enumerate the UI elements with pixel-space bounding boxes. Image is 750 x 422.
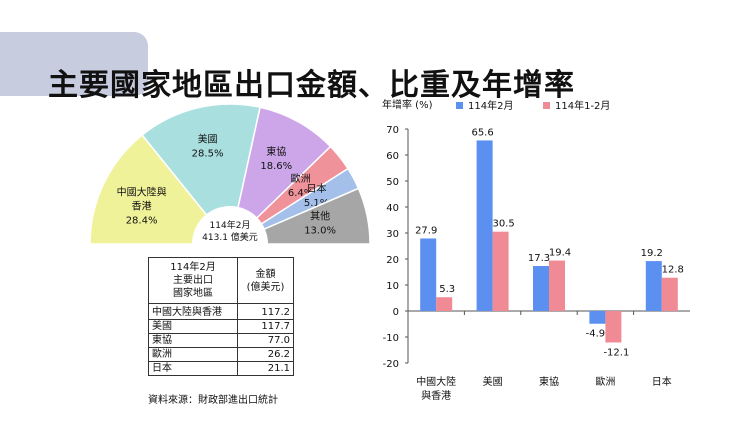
pie-slice-china-hk — [89, 133, 232, 245]
pie-slice-pct-japan: 5.1% — [304, 198, 329, 209]
table-cell-region: 日本 — [148, 361, 238, 376]
pie-slice-label-japan: 日本 — [307, 182, 327, 195]
y-tick-label: -20 — [383, 359, 399, 370]
legend-label-1: 114年2月 — [468, 99, 513, 112]
table-cell-region: 東協 — [148, 333, 238, 348]
y-tick-label: 10 — [386, 281, 399, 292]
pie-slice-pct-europe: 6.4% — [288, 188, 313, 199]
bar-china-hk-series-2 — [436, 297, 453, 311]
bar-asean-series-2 — [549, 260, 565, 311]
title-accent-tab — [0, 32, 148, 96]
y-tick-label: 0 — [393, 307, 399, 318]
bar-japan-series-1 — [645, 261, 662, 311]
table-cell-amount: 117.7 — [237, 319, 294, 334]
table-row: 日本 21.1 — [148, 361, 294, 376]
table-cell-region: 美國 — [148, 319, 238, 334]
data-label-japan-series-1: 19.2 — [641, 248, 663, 259]
pie-slice-pct-asean: 18.6% — [260, 161, 292, 172]
bar-asean-series-1 — [533, 266, 549, 311]
x-tick-label-europe: 歐洲 — [595, 375, 615, 388]
x-tick-label-asean: 東協 — [539, 375, 559, 388]
pie-slice-label-china-hk: 中國大陸與香港 — [117, 186, 167, 213]
pie-slice-pct-china-hk: 28.4% — [126, 216, 158, 227]
y-tick-label: 50 — [386, 177, 399, 188]
data-label-asean-series-1: 17.3 — [528, 253, 550, 264]
pie-slice-asean — [228, 106, 332, 247]
data-label-europe-series-1: -4.9 — [586, 329, 606, 340]
table-cell-amount: 21.1 — [237, 361, 294, 376]
pie-slice-label-usa: 美國 — [198, 133, 218, 146]
y-axis-label: 年增率 (%) — [382, 98, 433, 111]
table-row: 東協 77.0 — [148, 333, 294, 348]
data-label-europe-series-2: -12.1 — [603, 347, 629, 358]
pie-center-hole — [192, 206, 268, 244]
pie-slice-pct-other: 13.0% — [304, 225, 336, 236]
pie-slice-label-europe: 歐洲 — [291, 172, 311, 185]
table-header-amount: 金額 (億美元) — [237, 257, 294, 304]
source-note: 資料來源：財政部進出口統計 — [148, 395, 278, 406]
pie-center-label-month: 114年2月 — [210, 219, 251, 231]
table-cell-amount: 77.0 — [237, 333, 294, 348]
bar-usa-series-1 — [476, 140, 493, 311]
bar-china-hk-series-1 — [420, 238, 437, 311]
table-row: 中國大陸與香港 117.2 — [148, 303, 294, 320]
bar-europe-series-2 — [605, 311, 622, 343]
table-header-region: 114年2月 主要出口 國家地區 — [148, 257, 238, 304]
export-amount-table: 114年2月 主要出口 國家地區 金額 (億美元) 中國大陸與香港 117.2 … — [148, 257, 294, 376]
table-cell-amount: 26.2 — [237, 347, 294, 362]
x-tick-label-china-hk: 中國大陸與香港 — [416, 375, 456, 402]
legend-swatch-1 — [456, 102, 463, 109]
legend-swatch-2 — [543, 102, 550, 109]
data-label-japan-series-2: 12.8 — [662, 265, 684, 276]
pie-slice-label-other: 其他 — [310, 209, 330, 222]
data-label-usa-series-1: 65.6 — [471, 127, 493, 138]
pie-slice-label-asean: 東協 — [266, 145, 286, 158]
bar-usa-series-2 — [492, 231, 509, 311]
table-cell-amount: 117.2 — [237, 303, 294, 320]
x-tick-label-usa: 美國 — [483, 375, 503, 388]
data-label-china-hk-series-1: 27.9 — [415, 225, 437, 236]
bar-europe-series-1 — [589, 311, 606, 324]
table-row: 美國 117.7 — [148, 319, 294, 334]
legend-label-2: 114年1-2月 — [555, 99, 610, 112]
pie-slice-pct-usa: 28.5% — [192, 149, 224, 160]
y-tick-label: 40 — [386, 203, 399, 214]
pie-center-label-total: 413.1 億美元 — [202, 231, 258, 243]
x-tick-label-japan: 日本 — [652, 375, 672, 388]
y-tick-label: 30 — [386, 229, 399, 240]
y-tick-label: 70 — [386, 125, 399, 136]
y-tick-label: 60 — [386, 151, 399, 162]
table-cell-region: 中國大陸與香港 — [148, 303, 238, 320]
y-tick-label: 20 — [386, 255, 399, 266]
data-label-asean-series-2: 19.4 — [549, 248, 571, 259]
y-tick-label: -10 — [383, 333, 399, 344]
bar-japan-series-2 — [661, 277, 678, 311]
page-title: 主要國家地區出口金額、比重及年增率 — [48, 68, 575, 103]
data-label-china-hk-series-2: 5.3 — [439, 284, 455, 295]
table-cell-region: 歐洲 — [148, 347, 238, 362]
table-row: 歐洲 26.2 — [148, 347, 294, 362]
data-label-usa-series-2: 30.5 — [492, 219, 514, 230]
